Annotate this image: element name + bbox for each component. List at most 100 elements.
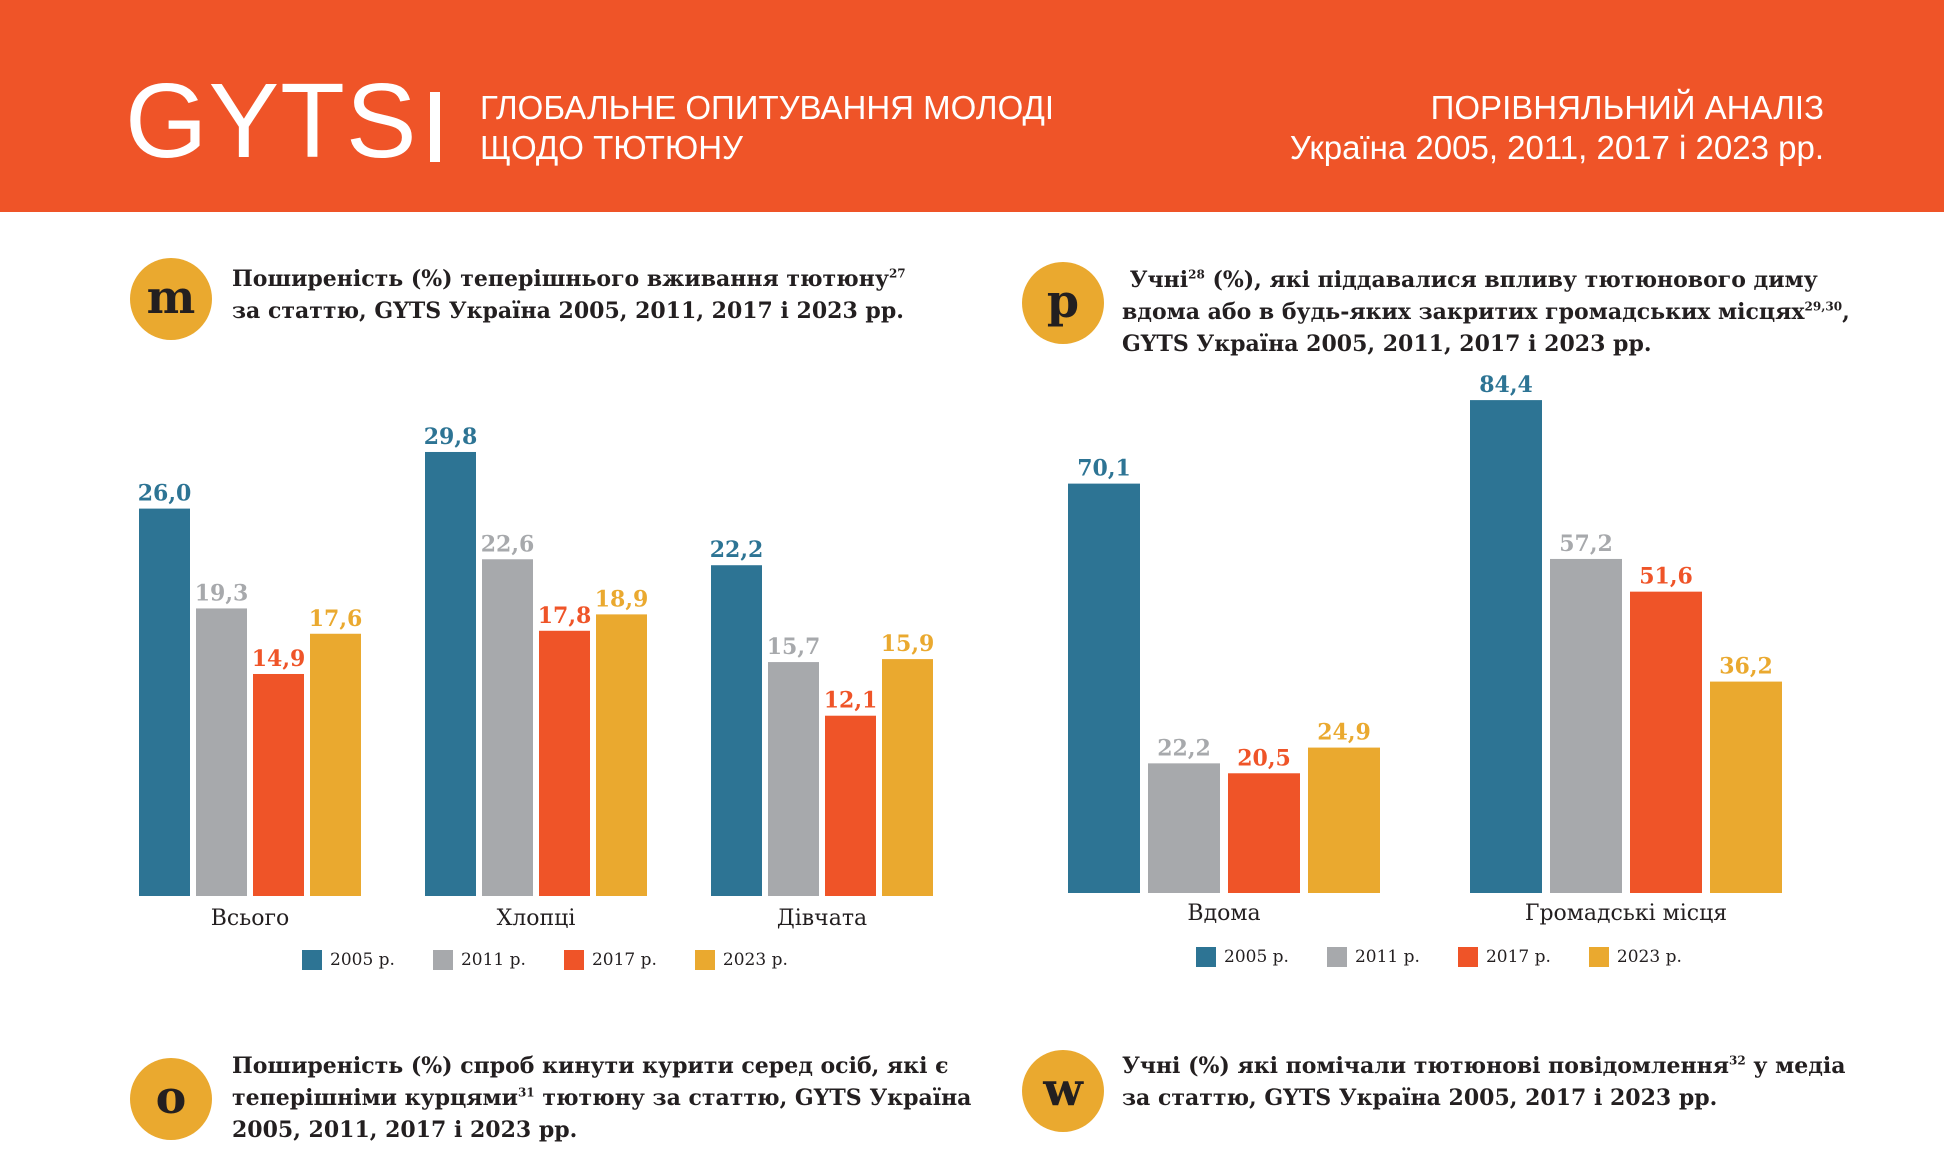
- bar-p-1-2011: [1550, 558, 1622, 893]
- legend-swatch-2023: [694, 950, 715, 970]
- data-label-p-1-2011: 57,2: [1559, 531, 1613, 557]
- category-label-m-0: Всього: [211, 906, 289, 931]
- category-label-m-1: Хлопці: [497, 906, 576, 931]
- bar-m-2-2005: [711, 565, 762, 896]
- bar-m-1-2005: [425, 451, 476, 896]
- bar-p-0-2023: [1308, 747, 1380, 893]
- legend-swatch-2023: [1588, 947, 1609, 967]
- panel-m-title: Поширеність (%) теперішнього вживання тю…: [232, 263, 906, 327]
- data-label-m-0-2023: 17,6: [309, 606, 363, 632]
- bar-m-1-2023: [596, 614, 647, 896]
- header-subtitle-line1: ГЛОБАЛЬНЕ ОПИТУВАННЯ МОЛОДІ: [480, 89, 1055, 126]
- bar-m-0-2011: [196, 608, 247, 896]
- bar-p-0-2011: [1148, 763, 1220, 893]
- legend-swatch-2017: [1457, 947, 1478, 967]
- bar-m-1-2017: [539, 630, 590, 896]
- legend-m-item: 2017 р.: [563, 950, 657, 970]
- legend-m-item: 2023 р.: [694, 950, 788, 970]
- panel-p-title-line3: GYTS Україна 2005, 2011, 2017 і 2023 рр.: [1122, 331, 1652, 357]
- legend-label-2005: 2005 р.: [330, 950, 395, 970]
- header-banner: GYTS ГЛОБАЛЬНЕ ОПИТУВАННЯ МОЛОДІ ЩОДО ТЮ…: [0, 0, 1944, 212]
- header-subtitle-line2: ЩОДО ТЮТЮНУ: [480, 129, 744, 166]
- legend-label-2005: 2005 р.: [1224, 947, 1289, 967]
- data-label-m-0-2017: 14,9: [252, 646, 306, 672]
- legend-label-2023: 2023 р.: [722, 950, 788, 970]
- legend-swatch-2005: [1196, 947, 1216, 967]
- panel-o-title-line1: Поширеність (%) спроб кинути курити сере…: [232, 1053, 949, 1079]
- legend-label-2017: 2017 р.: [1485, 947, 1551, 967]
- bar-p-0-2017: [1228, 773, 1300, 893]
- panel-p-title-line1-post: (%), які піддавалися впливу тютюнового д…: [1204, 267, 1818, 293]
- legend-label-2023: 2023 р.: [1616, 947, 1682, 967]
- legend-m: 2005 р. 2011 р. 2017 р. 2023 р.: [302, 950, 826, 970]
- bar-m-0-2017: [253, 673, 304, 896]
- legend-p-item: 2011 р.: [1326, 947, 1420, 967]
- header-divider: [430, 92, 440, 162]
- panel-m-title-line2: за статтю, GYTS Україна 2005, 2011, 2017…: [232, 298, 904, 324]
- data-label-m-0-2011: 19,3: [195, 580, 249, 606]
- panel-m-title-line1: Поширеність (%) теперішнього вживання тю…: [232, 266, 889, 292]
- bar-p-1-2005: [1470, 400, 1542, 893]
- legend-label-2011: 2011 р.: [1354, 947, 1420, 967]
- data-label-m-2-2005: 22,2: [710, 537, 764, 563]
- legend-p-item: 2005 р.: [1196, 947, 1289, 967]
- data-label-m-1-2011: 22,6: [481, 531, 535, 557]
- panel-o-title-line2-pre: теперішніми курцями: [232, 1085, 518, 1111]
- data-label-m-1-2005: 29,8: [424, 424, 478, 450]
- category-label-p-1: Громадські місця: [1525, 901, 1727, 926]
- panel-w-title-line2: за статтю, GYTS Україна 2005, 2017 і 202…: [1122, 1085, 1718, 1111]
- panel-w-title-sup: 32: [1729, 1053, 1746, 1068]
- bar-m-2-2011: [768, 662, 819, 896]
- bar-m-2-2023: [882, 659, 933, 896]
- panel-w-badge: w: [1022, 1050, 1104, 1132]
- legend-p-item: 2017 р.: [1457, 947, 1551, 967]
- legend-swatch-2011: [1326, 947, 1347, 967]
- bar-m-0-2023: [310, 633, 361, 896]
- legend-label-2017: 2017 р.: [591, 950, 657, 970]
- data-label-m-2-2011: 15,7: [767, 634, 821, 660]
- data-label-p-0-2011: 22,2: [1157, 735, 1211, 761]
- panel-o-badge: o: [130, 1058, 212, 1140]
- header-right-title: ПОРІВНЯЛЬНИЙ АНАЛІЗ Україна 2005, 2011, …: [1290, 88, 1824, 168]
- legend-label-2011: 2011 р.: [460, 950, 526, 970]
- data-label-p-0-2023: 24,9: [1317, 720, 1371, 746]
- panel-w-title: Учні (%) які помічали тютюнові повідомле…: [1122, 1050, 1846, 1114]
- panel-p-title-line1-pre: Учні: [1129, 267, 1189, 293]
- header-right-line1: ПОРІВНЯЛЬНИЙ АНАЛІЗ: [1430, 89, 1824, 126]
- panel-w-title-line1-pre: Учні (%) які помічали тютюнові повідомле…: [1122, 1053, 1729, 1079]
- legend-swatch-2017: [563, 950, 584, 970]
- panel-w-title-line1-post: у медіа: [1745, 1053, 1846, 1079]
- legend-p: 2005 р. 2011 р. 2017 р. 2023 р.: [1196, 947, 1720, 967]
- category-label-p-0: Вдома: [1187, 901, 1260, 926]
- bar-p-1-2023: [1710, 681, 1782, 893]
- panel-o-title-line2-post: тютюну за статтю, GYTS Україна: [534, 1085, 972, 1111]
- header-subtitle: ГЛОБАЛЬНЕ ОПИТУВАННЯ МОЛОДІ ЩОДО ТЮТЮНУ: [480, 88, 1054, 168]
- data-label-m-2-2017: 12,1: [824, 688, 878, 714]
- panel-p-title: Учні28 (%), які піддавалися впливу тютюн…: [1122, 264, 1850, 360]
- data-label-p-0-2017: 20,5: [1237, 745, 1291, 771]
- panel-m-title-sup: 27: [888, 266, 906, 281]
- panel-o-title-line3: 2005, 2011, 2017 і 2023 рр.: [232, 1117, 578, 1143]
- panel-p-title-sup1: 28: [1188, 267, 1205, 282]
- panel-m-badge: m: [130, 258, 212, 340]
- panel-p-title-line2: вдома або в будь-яких закритих громадськ…: [1122, 299, 1805, 325]
- data-label-p-0-2005: 70,1: [1077, 456, 1131, 482]
- gyts-logo: GYTS: [125, 62, 418, 180]
- data-label-m-0-2005: 26,0: [138, 481, 192, 507]
- bar-p-0-2005: [1068, 483, 1140, 893]
- legend-m-item: 2011 р.: [432, 950, 526, 970]
- bar-m-2-2017: [825, 715, 876, 896]
- data-label-m-1-2017: 17,8: [538, 603, 592, 629]
- data-label-m-2-2023: 15,9: [881, 631, 935, 657]
- legend-p-item: 2023 р.: [1588, 947, 1682, 967]
- data-label-p-1-2017: 51,6: [1639, 564, 1693, 590]
- panel-p-title-line2-post: ,: [1842, 299, 1850, 325]
- data-label-p-1-2005: 84,4: [1479, 372, 1533, 398]
- category-label-m-2: Дівчата: [777, 906, 867, 931]
- panel-o-title: Поширеність (%) спроб кинути курити сере…: [232, 1050, 971, 1146]
- header-right-line2: Україна 2005, 2011, 2017 і 2023 рр.: [1289, 129, 1824, 166]
- legend-swatch-2005: [302, 950, 322, 970]
- panel-o-title-sup: 31: [517, 1085, 535, 1100]
- panel-p-badge: p: [1022, 262, 1104, 344]
